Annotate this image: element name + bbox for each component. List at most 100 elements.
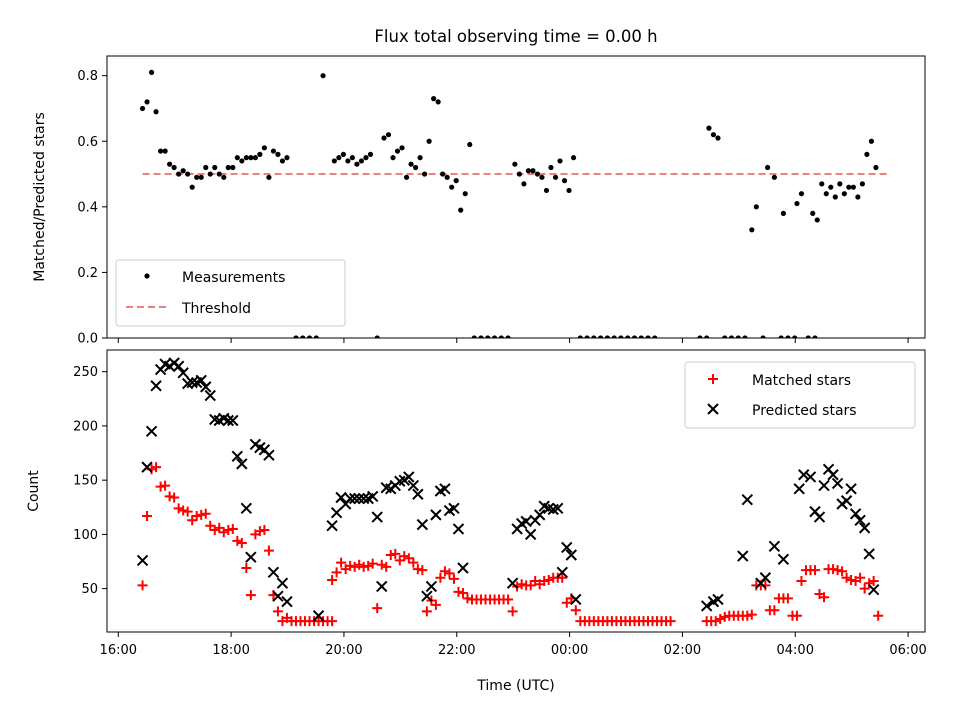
top-x-axis-ticks (117, 338, 909, 343)
matched-stars-point (263, 545, 274, 556)
matched-stars-point (381, 561, 392, 572)
measurement-point (139, 105, 146, 112)
bottom-x-tick-label: 04:00 (777, 643, 814, 658)
matched-stars-point (385, 549, 396, 560)
measurement-point (185, 171, 191, 177)
matched-stars-point (336, 557, 347, 568)
predicted-stars-point (777, 553, 790, 566)
matched-stars-point (837, 566, 848, 577)
predicted-stars-point (452, 523, 465, 535)
measurement-point (248, 155, 254, 161)
predicted-stars-point (565, 549, 577, 561)
measurement-point (313, 335, 319, 338)
matched-stars-point (164, 491, 175, 502)
measurement-point (221, 174, 227, 180)
bottom-axes-frame (106, 349, 926, 633)
matched-stars-point (809, 565, 820, 576)
measurement-point (216, 171, 222, 177)
measurement-point (548, 164, 554, 171)
measurement-point (403, 174, 410, 180)
predicted-stars-point (430, 509, 442, 521)
measurement-point (349, 155, 355, 161)
measurement-point (543, 187, 550, 194)
predicted-stars-point (136, 554, 149, 567)
measurement-point (525, 168, 532, 174)
measurement-point (417, 155, 423, 161)
predicted-stars-point (804, 471, 817, 483)
measurement-point (230, 164, 236, 171)
measurement-point (552, 174, 559, 180)
bottom-x-tick-label: 22:00 (438, 643, 475, 658)
matched-stars-point (182, 506, 193, 517)
matched-stars-point (746, 609, 757, 620)
matched-stars-point (710, 616, 721, 627)
matched-stars-point (372, 603, 383, 614)
matched-stars-point (855, 572, 866, 583)
measurement-point (176, 171, 182, 177)
matched-stars-point (859, 583, 870, 594)
measurement-point (198, 174, 204, 180)
matched-stars-point (205, 520, 216, 531)
predicted-stars-point (759, 572, 772, 584)
predicted-stars-point (552, 502, 564, 515)
predicted-stars-point (276, 577, 289, 589)
top-axes-frame (106, 55, 926, 339)
predicted-stars-point (353, 492, 365, 505)
measurement-point (706, 125, 712, 131)
measurement-point (819, 181, 825, 187)
top-y-axis-ticks: 0.0 0.2 0.4 0.6 0.8 (77, 69, 107, 347)
top-y-axis-label: Matched/Predicted stars (32, 112, 48, 282)
measurement-point (293, 335, 299, 338)
measurement-point (426, 138, 432, 144)
matched-stars-point (394, 555, 405, 566)
matched-stars-point (557, 572, 568, 583)
measurement-point (390, 155, 396, 161)
matched-stars-point (503, 594, 514, 605)
predicted-stars-point (222, 414, 234, 427)
measurement-point (785, 335, 791, 338)
matched-stars-point (187, 515, 198, 526)
measurement-point (805, 335, 811, 338)
measurement-point (444, 174, 450, 180)
matched-stars-point (543, 574, 554, 585)
predicted-stars-point (407, 479, 420, 492)
measurement-point (412, 164, 419, 171)
predicted-stars-point (367, 490, 379, 503)
matched-stars-point (570, 605, 581, 616)
predicted-stars-point (712, 593, 724, 606)
matched-stars-point (828, 564, 839, 575)
measurement-point (399, 145, 405, 151)
measurement-point (257, 151, 263, 157)
measurement-point (381, 135, 387, 141)
measurement-point (180, 168, 186, 174)
predicted-stars-point (831, 477, 844, 490)
predicted-stars-point (798, 469, 810, 481)
top-y-tick-label: 0.6 (77, 135, 98, 150)
matched-stars-point (142, 510, 153, 521)
matched-stars-point (421, 606, 432, 617)
measurement-point (266, 174, 272, 180)
measurement-point (336, 155, 342, 161)
measurement-point (194, 174, 200, 180)
matched-stars-point (782, 593, 793, 604)
predicted-stars-point (412, 488, 424, 500)
legend-matched-marker (708, 374, 718, 384)
predicted-stars-point (200, 381, 212, 393)
matched-stars-point (327, 574, 338, 585)
predicted-stars-point (263, 449, 275, 461)
predicted-stars-point (863, 548, 875, 560)
predicted-stars-point (344, 492, 356, 505)
predicted-stars-point (240, 502, 253, 515)
predicted-stars-point (457, 562, 469, 574)
measurement-point (300, 335, 306, 338)
measurement-point (212, 164, 218, 171)
top-y-tick-label: 0.4 (77, 200, 98, 215)
predicted-stars-point (236, 458, 248, 470)
predicted-stars-point (267, 566, 280, 579)
matched-stars-point (214, 522, 225, 533)
predicted-stars-point (867, 583, 880, 596)
matched-stars-point (457, 587, 468, 598)
bottom-plot-area (136, 357, 884, 627)
predicted-stars-point (281, 595, 293, 608)
